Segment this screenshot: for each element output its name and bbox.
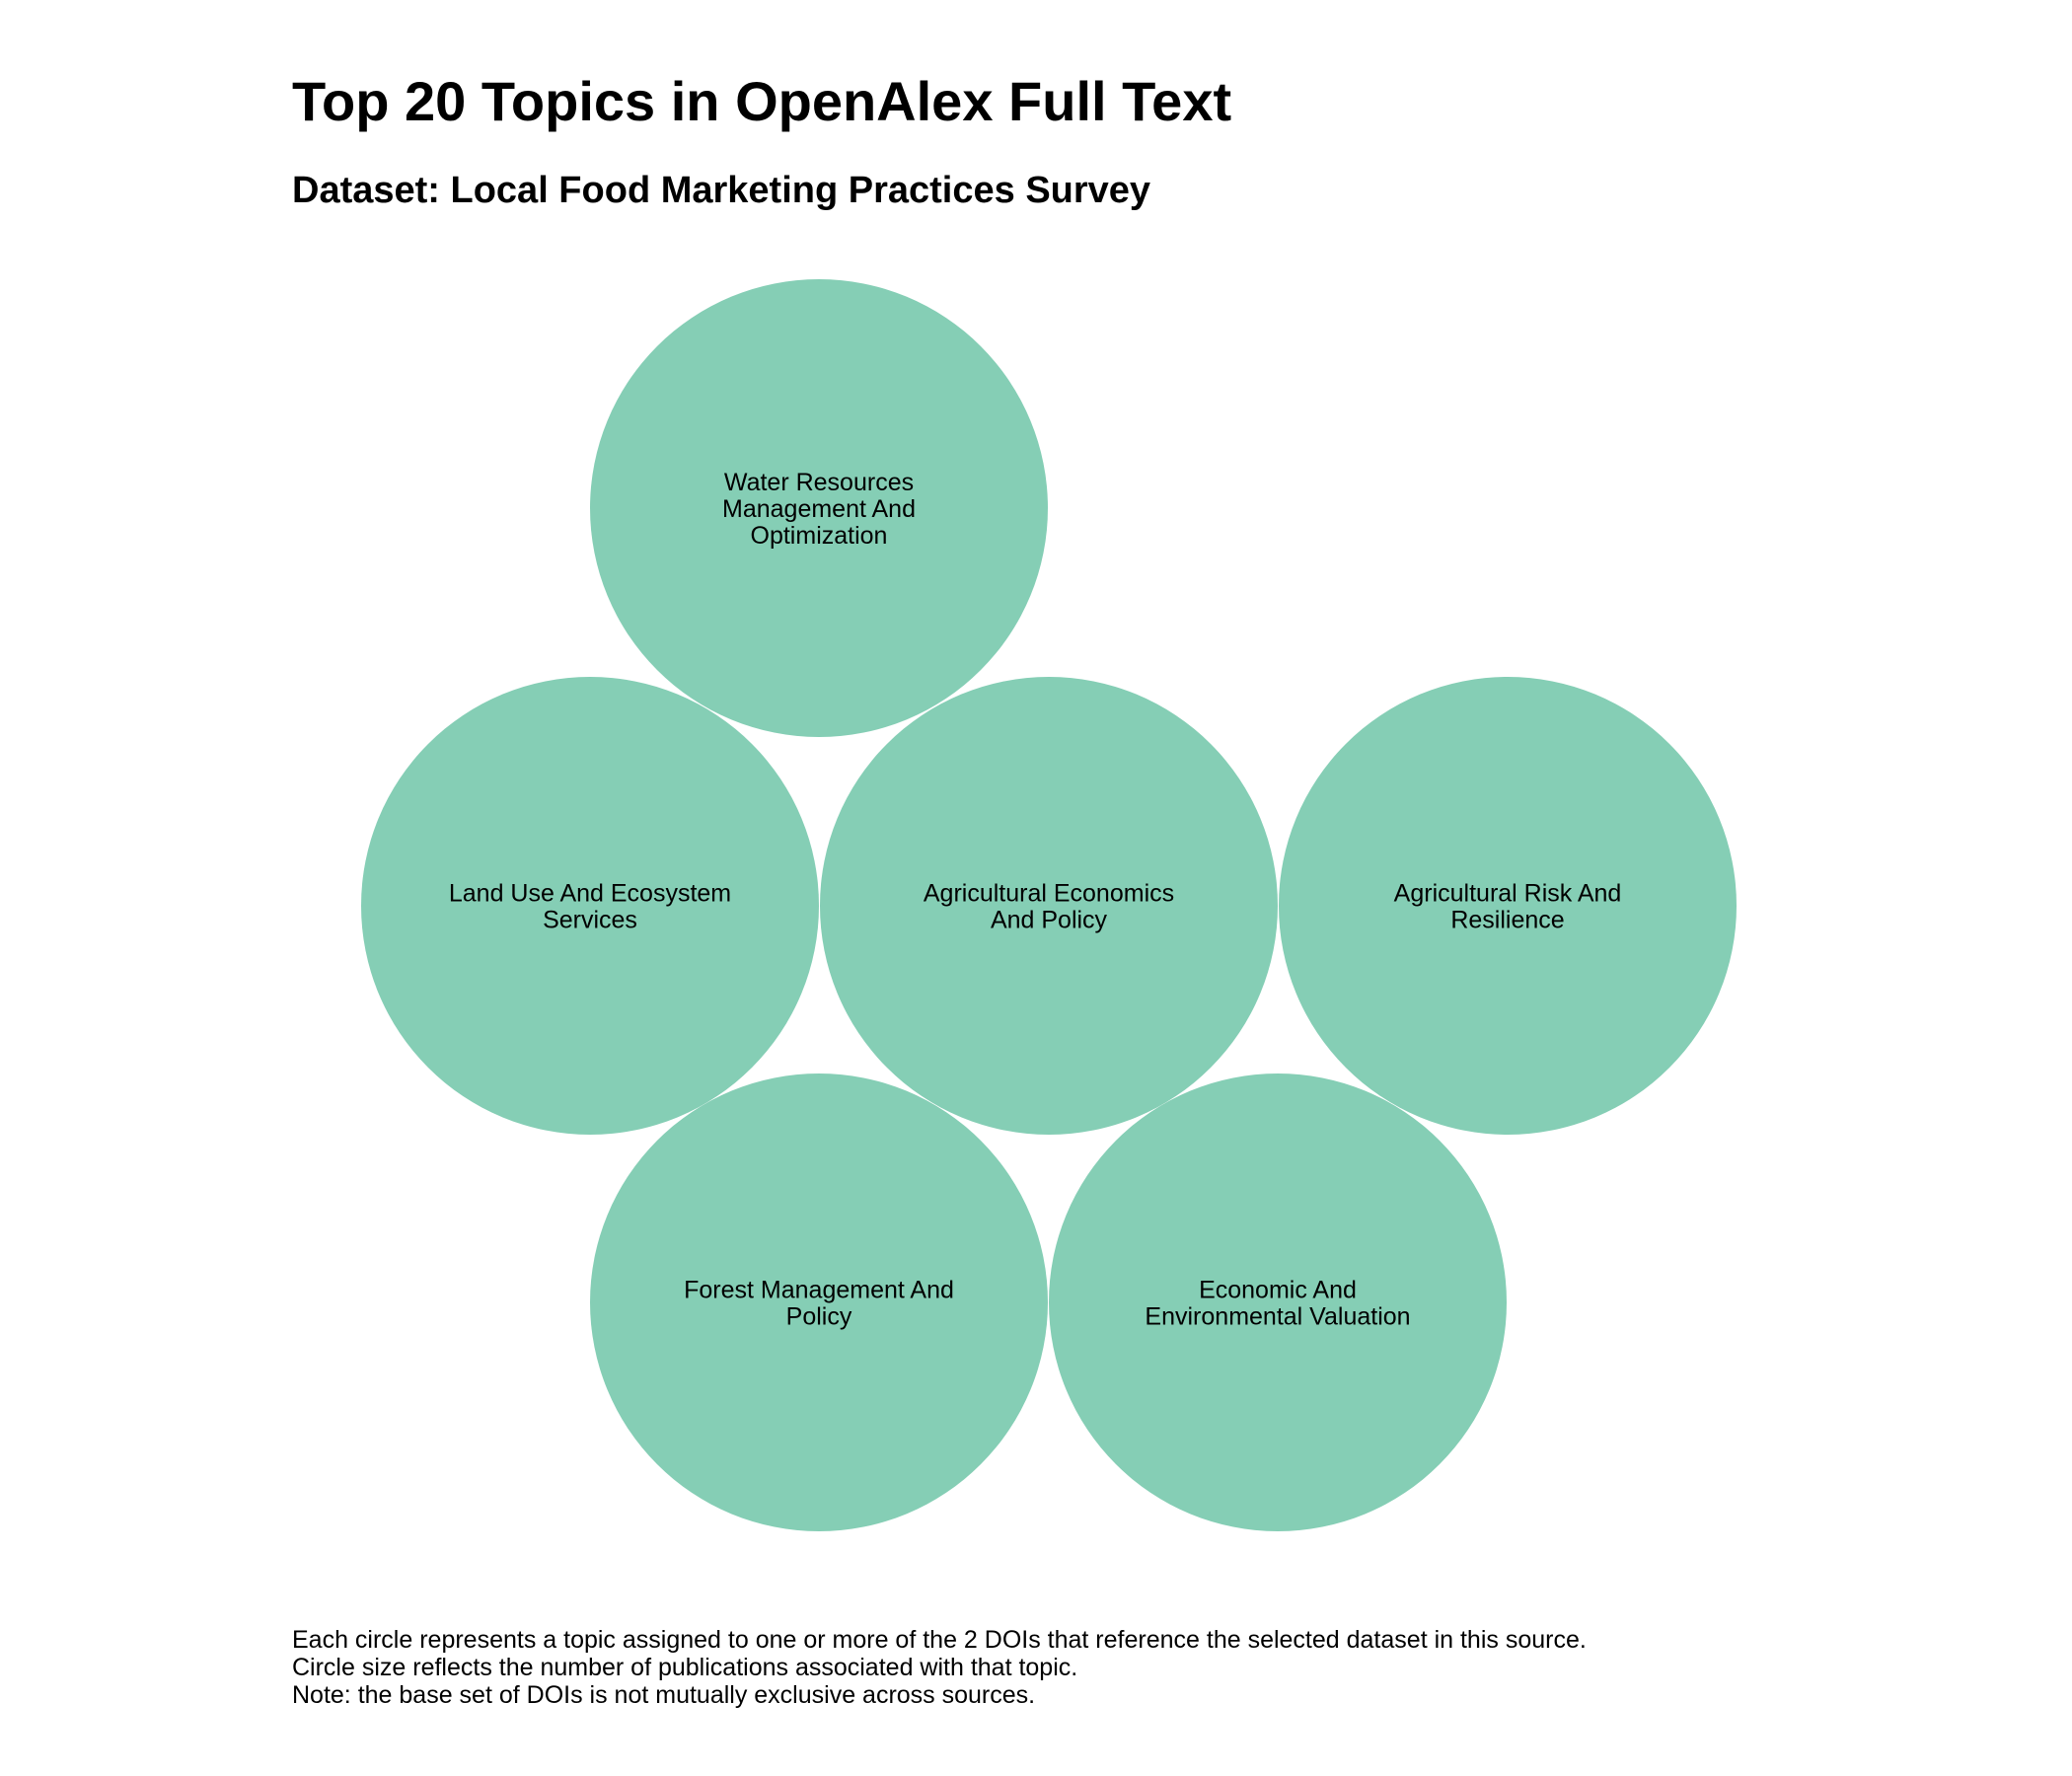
caption-line: Circle size reflects the number of publi…: [292, 1654, 1078, 1681]
caption-line: Each circle represents a topic assigned …: [292, 1626, 1587, 1654]
topic-label-line: Environmental Valuation: [1145, 1303, 1410, 1331]
chart-caption: Each circle represents a topic assigned …: [292, 1626, 1587, 1709]
chart-title: Top 20 Topics in OpenAlex Full Text: [292, 70, 1232, 132]
topic-label-line: Policy: [786, 1303, 852, 1331]
topic-label: Water Resources Management And Optimizatio…: [722, 469, 916, 550]
topic-label-line: Resilience: [1450, 907, 1564, 934]
topic-bubble: [590, 279, 1048, 737]
topic-bubble: [1049, 1073, 1507, 1531]
topic-label-line: Water Resources: [724, 469, 914, 496]
topic-bubble: [1279, 677, 1737, 1135]
topic-bubble: [820, 677, 1278, 1135]
topic-bubble: [590, 1073, 1048, 1531]
topic-label-line: Forest Management And: [684, 1277, 954, 1304]
topic-label-line: Optimization: [751, 522, 888, 550]
topic-label: Agricultural Risk And Resilience: [1394, 880, 1622, 934]
chart-subtitle: Dataset: Local Food Marketing Practices …: [292, 170, 1151, 211]
topic-label-line: Management And: [722, 495, 916, 523]
topic-label: Forest Management And Policy: [684, 1277, 954, 1331]
bubble-group: Water Resources Management And Optimizatio…: [361, 279, 1737, 1531]
topic-label-line: Economic And: [1199, 1277, 1357, 1304]
topic-label-line: Agricultural Risk And: [1394, 880, 1622, 908]
topic-label: Economic And Environmental Valuation: [1145, 1277, 1410, 1331]
topic-label-line: Land Use And Ecosystem: [449, 880, 731, 908]
topic-bubble: [361, 677, 819, 1135]
topic-label: Agricultural Economics And Policy: [924, 880, 1174, 934]
topic-label-line: Agricultural Economics: [924, 880, 1174, 908]
topic-label-line: And Policy: [991, 907, 1108, 934]
topic-label-line: Services: [543, 907, 637, 934]
topic-label: Land Use And Ecosystem Services: [449, 880, 731, 934]
caption-line: Note: the base set of DOIs is not mutual…: [292, 1681, 1036, 1709]
